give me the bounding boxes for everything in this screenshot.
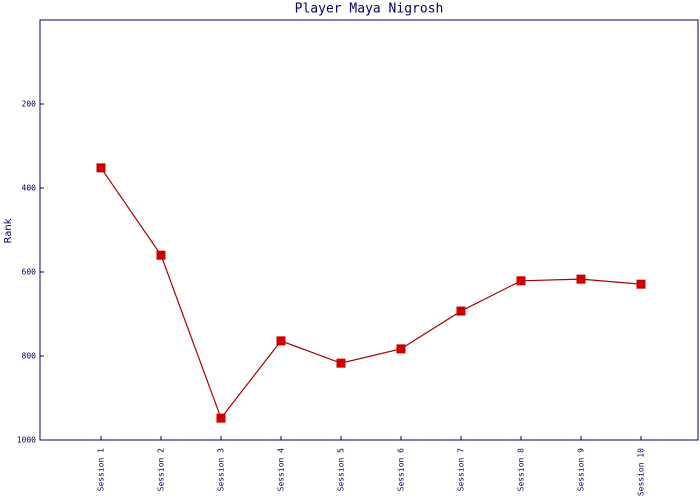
- y-tick-label: 400: [22, 184, 37, 193]
- y-tick-label: 600: [22, 268, 37, 277]
- data-point: [336, 358, 346, 368]
- x-tick-label: Session 1: [97, 448, 106, 492]
- y-axis-label: Rank: [3, 218, 14, 243]
- y-tick-label: 1000: [17, 436, 36, 445]
- data-point: [96, 163, 106, 173]
- data-point: [276, 336, 286, 346]
- plot-frame: [39, 19, 699, 441]
- x-tick-label: Session 10: [637, 448, 646, 496]
- x-tick-label: Session 3: [217, 448, 226, 492]
- x-tick-label: Session 4: [277, 448, 286, 492]
- chart-title: Player Maya Nigrosh: [295, 2, 444, 17]
- data-point: [156, 250, 166, 260]
- y-tick-label: 800: [22, 352, 37, 361]
- data-point: [216, 413, 226, 423]
- data-point: [636, 279, 646, 289]
- x-tick-label: Session 5: [337, 448, 346, 492]
- x-tick-label: Session 9: [577, 448, 586, 492]
- data-point: [396, 344, 406, 354]
- data-point: [516, 276, 526, 286]
- x-tick-label: Session 7: [457, 448, 466, 492]
- x-tick-label: Session 8: [517, 448, 526, 492]
- x-tick-label: Session 2: [157, 448, 166, 492]
- series-line: [100, 167, 642, 420]
- x-tick-label: Session 6: [397, 448, 406, 492]
- y-tick-label: 200: [22, 100, 37, 109]
- data-point: [456, 306, 466, 316]
- data-point: [576, 274, 586, 284]
